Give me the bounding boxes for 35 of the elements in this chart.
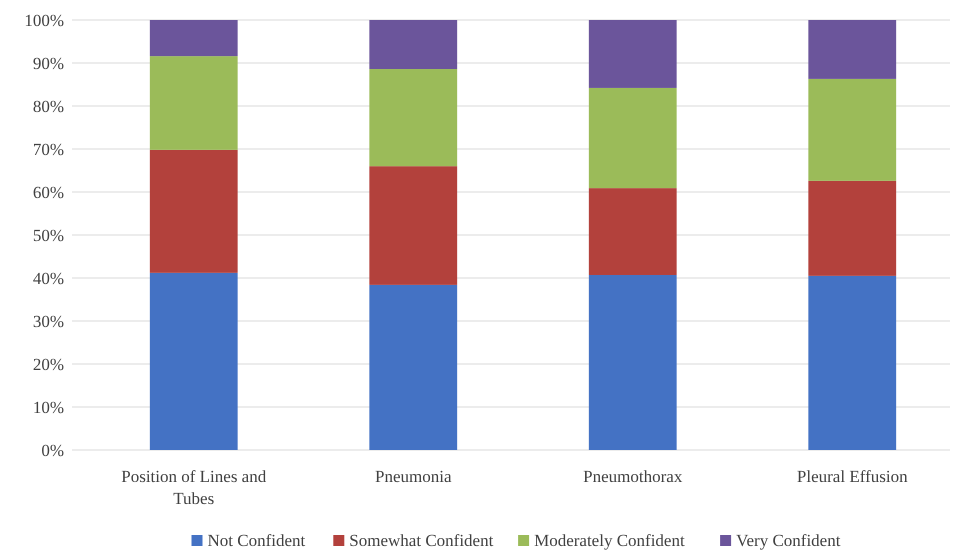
- bar: [808, 276, 896, 450]
- bar: [150, 272, 238, 450]
- legend-label: Somewhat Confident: [349, 531, 494, 550]
- x-tick-label: Pneumonia: [375, 467, 452, 486]
- y-tick-label: 0%: [41, 440, 64, 460]
- y-tick-label: 20%: [32, 354, 64, 374]
- y-tick-label: 100%: [24, 10, 64, 30]
- x-tick-label: Pneumothorax: [583, 467, 683, 486]
- bar: [808, 78, 896, 181]
- y-tick-label: 80%: [32, 96, 64, 116]
- bar: [588, 274, 677, 450]
- bar: [369, 284, 458, 450]
- bar: [808, 20, 896, 79]
- y-tick-label: 70%: [32, 140, 64, 159]
- bar: [150, 20, 238, 56]
- legend-label: Moderately Confident: [534, 531, 685, 550]
- bar: [808, 180, 896, 276]
- y-tick-label: 30%: [32, 312, 64, 331]
- legend-label: Very Confident: [736, 531, 841, 550]
- legend-label: Not Confident: [208, 531, 306, 550]
- bar: [369, 166, 458, 285]
- y-tick-label: 90%: [32, 54, 64, 73]
- bar: [150, 150, 238, 273]
- x-tick-label: Position of Lines and Tubes: [121, 467, 267, 508]
- bar: [588, 20, 677, 88]
- y-tick-label: 60%: [32, 182, 64, 202]
- y-tick-label: 10%: [32, 398, 64, 417]
- x-tick-label: Pleural Effusion: [796, 467, 908, 486]
- y-tick-label: 40%: [32, 268, 64, 288]
- bar: [369, 69, 458, 166]
- bar: [588, 88, 677, 188]
- bar: [150, 56, 238, 150]
- bar: [588, 188, 677, 275]
- bar: [369, 20, 458, 70]
- y-tick-label: 50%: [32, 226, 64, 245]
